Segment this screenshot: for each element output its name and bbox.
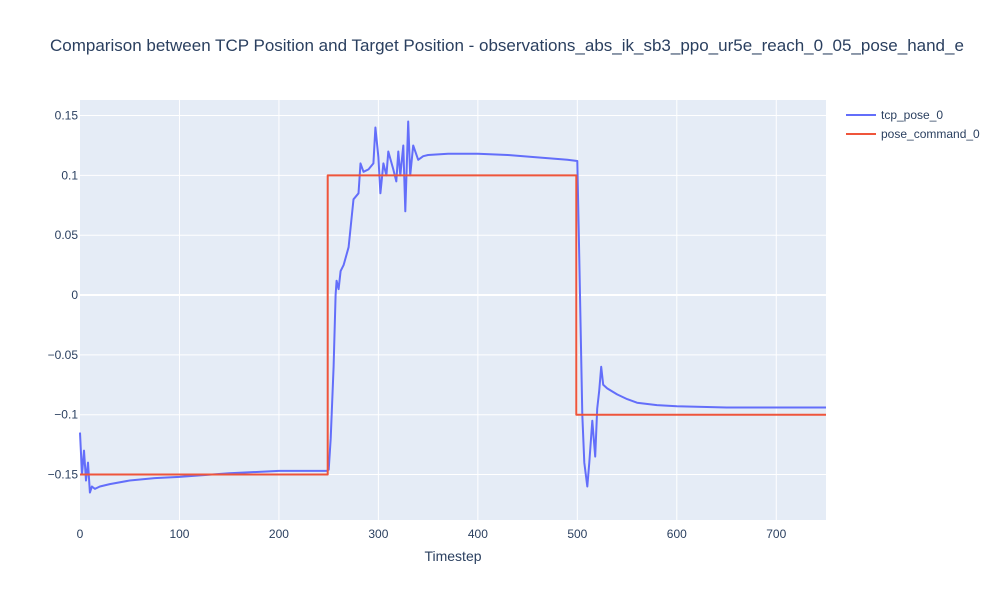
x-tick-label: 500 (567, 527, 587, 541)
legend-item[interactable]: pose_command_0 (846, 127, 980, 141)
legend-label: pose_command_0 (881, 127, 980, 141)
x-tick-label: 300 (368, 527, 388, 541)
x-tick-labels: 0 100 200 300 400 500 600 700 (77, 527, 787, 541)
x-axis-title: Timestep (424, 548, 481, 564)
series-lines (79, 120, 826, 494)
y-tick-label: −0.1 (54, 408, 78, 422)
chart-title: Comparison between TCP Position and Targ… (50, 36, 964, 55)
x-tick-label: 600 (667, 527, 687, 541)
y-tick-labels: −0.15 −0.1 −0.05 0 0.05 0.1 0.15 (48, 109, 79, 482)
y-tick-label: −0.05 (48, 348, 79, 362)
y-tick-label: 0.05 (55, 228, 79, 242)
legend[interactable]: tcp_pose_0 pose_command_0 (846, 108, 980, 141)
series-line-pose_command_0 (80, 174, 826, 476)
y-tick-label: 0.15 (55, 109, 79, 123)
series-line-tcp_pose_0 (79, 120, 826, 494)
x-tick-label: 0 (77, 527, 84, 541)
legend-label: tcp_pose_0 (881, 108, 943, 122)
x-tick-label: 100 (169, 527, 189, 541)
legend-item[interactable]: tcp_pose_0 (846, 108, 943, 122)
x-tick-label: 400 (468, 527, 488, 541)
x-tick-label: 700 (766, 527, 786, 541)
y-tick-label: 0.1 (61, 168, 78, 182)
x-tick-label: 200 (269, 527, 289, 541)
y-tick-label: 0 (71, 288, 78, 302)
plot-area (80, 100, 826, 520)
y-tick-label: −0.15 (48, 468, 79, 482)
